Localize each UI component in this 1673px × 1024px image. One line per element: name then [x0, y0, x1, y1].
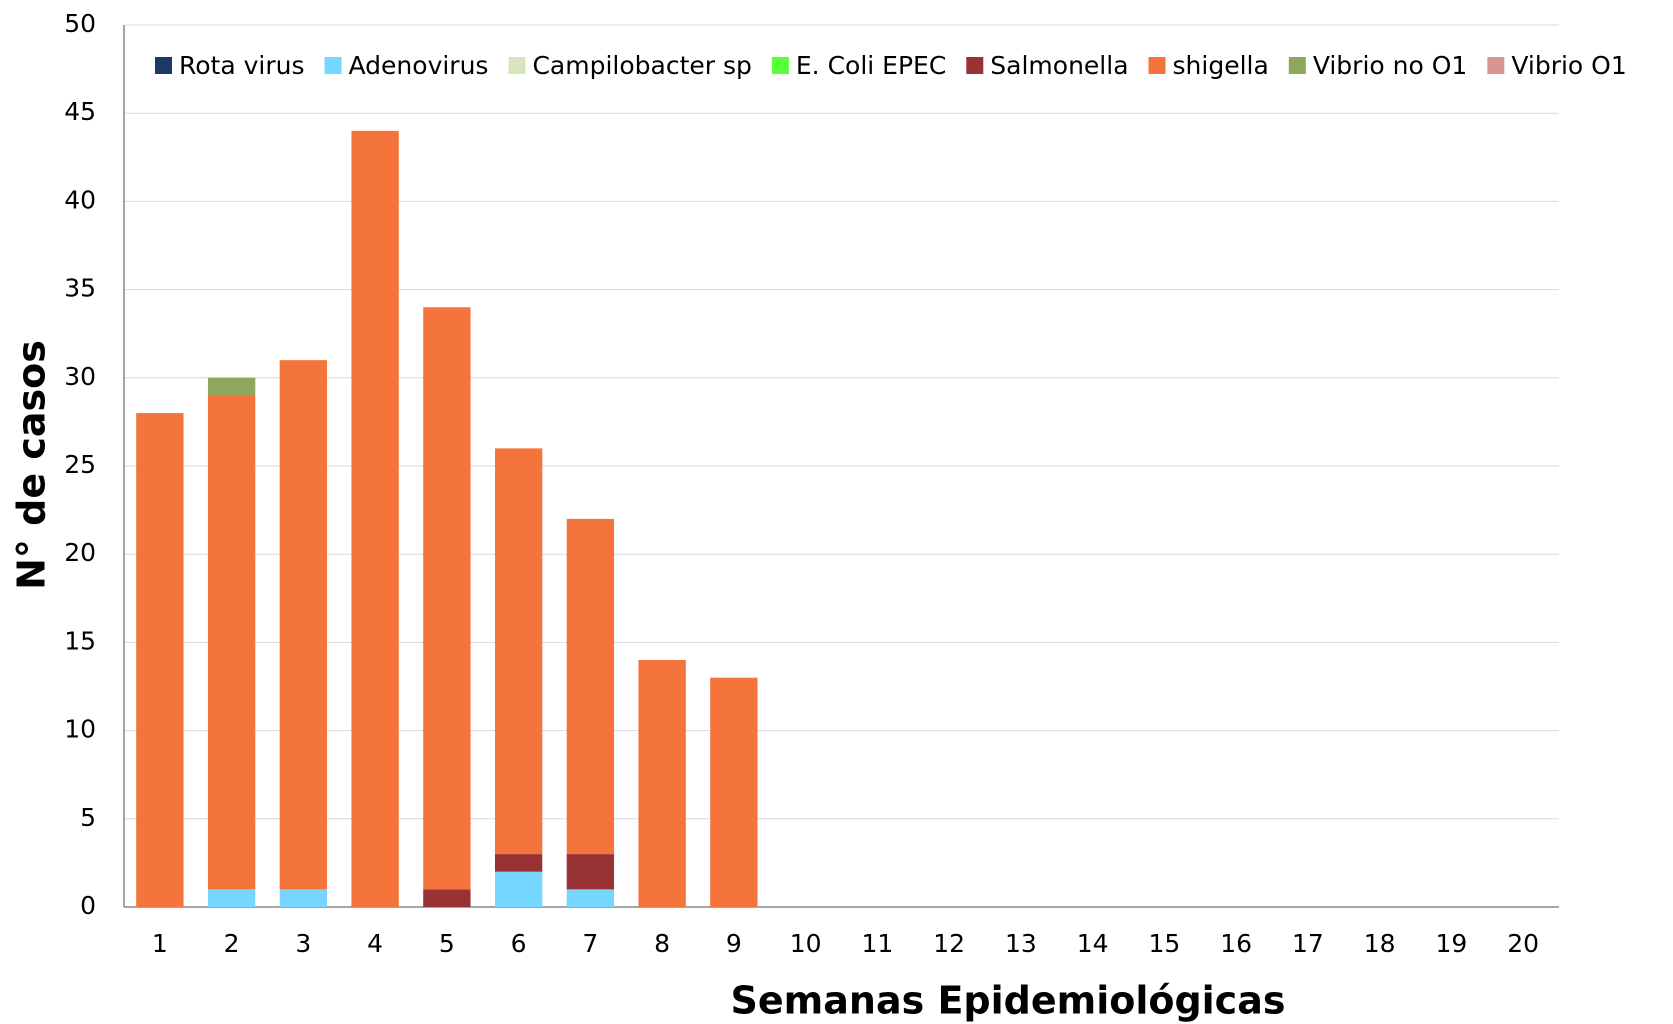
- x-tick-label: 15: [1148, 929, 1180, 958]
- y-axis-title: N° de casos: [10, 340, 54, 590]
- bar-segment: [494, 871, 543, 907]
- legend-label: Campilobacter sp: [532, 51, 751, 80]
- x-axis-title: Semanas Epidemiológicas: [731, 979, 1286, 1023]
- legend-swatch: [1487, 57, 1505, 74]
- y-tick-label: 20: [64, 538, 96, 567]
- bar-segment: [207, 377, 256, 396]
- bar-segment: [566, 518, 615, 855]
- bar-segment: [638, 660, 686, 907]
- y-tick-label: 40: [64, 185, 96, 214]
- bar-segment: [566, 889, 615, 907]
- x-tick-label: 10: [790, 929, 822, 958]
- y-tick-label: 45: [64, 97, 96, 126]
- x-tick-label: 13: [1005, 929, 1037, 958]
- bar-segment: [494, 854, 543, 872]
- y-tick-label: 0: [80, 891, 96, 920]
- bar-segment: [423, 307, 471, 890]
- legend-label: Rota virus: [179, 51, 305, 80]
- bar-segment: [423, 889, 471, 907]
- bar-segment: [279, 889, 328, 907]
- x-tick-label: 19: [1435, 929, 1467, 958]
- bar-segment: [279, 360, 328, 890]
- x-tick-label: 17: [1292, 929, 1324, 958]
- legend-swatch: [155, 57, 172, 74]
- x-tick-label: 8: [654, 929, 670, 958]
- legend-swatch: [771, 57, 789, 74]
- bar-segment: [566, 854, 615, 890]
- x-tick-label: 12: [933, 929, 965, 958]
- y-tick-label: 30: [64, 362, 96, 391]
- x-tick-label: 18: [1364, 929, 1396, 958]
- legend-label: Vibrio O1: [1511, 51, 1626, 80]
- y-tick-label: 35: [64, 274, 96, 303]
- x-tick-label: 2: [224, 929, 240, 958]
- legend-label: Vibrio no O1: [1313, 51, 1468, 80]
- legend-swatch: [966, 57, 984, 74]
- legend-swatch: [324, 57, 342, 74]
- legend-label: Salmonella: [990, 51, 1128, 80]
- x-tick-label: 4: [367, 929, 383, 958]
- x-tick-label: 3: [295, 929, 311, 958]
- x-tick-label: 5: [439, 929, 455, 958]
- bar-segment: [710, 677, 758, 907]
- x-tick-label: 14: [1077, 929, 1109, 958]
- x-tick-label: 6: [511, 929, 527, 958]
- legend-label: shigella: [1173, 51, 1269, 80]
- y-tick-label: 10: [64, 715, 96, 744]
- legend-label: Adenovirus: [349, 51, 489, 80]
- bar-segment: [494, 448, 543, 855]
- x-tick-label: 1: [152, 929, 168, 958]
- x-tick-label: 11: [861, 929, 893, 958]
- y-tick-label: 5: [80, 803, 96, 832]
- legend-swatch: [1148, 57, 1166, 74]
- legend-swatch: [1288, 57, 1306, 74]
- bar-segment: [207, 395, 256, 890]
- x-tick-label: 9: [726, 929, 742, 958]
- bar-segment: [207, 889, 256, 907]
- y-tick-label: 15: [64, 626, 96, 655]
- y-tick-label: 50: [64, 9, 96, 38]
- bar-segment: [351, 130, 399, 908]
- legend-swatch: [508, 57, 526, 74]
- legend-label: E. Coli EPEC: [796, 51, 946, 80]
- x-tick-label: 16: [1220, 929, 1252, 958]
- x-tick-label: 20: [1507, 929, 1539, 958]
- x-tick-label: 7: [582, 929, 598, 958]
- bar-segment: [136, 413, 184, 907]
- y-tick-label: 25: [64, 450, 96, 479]
